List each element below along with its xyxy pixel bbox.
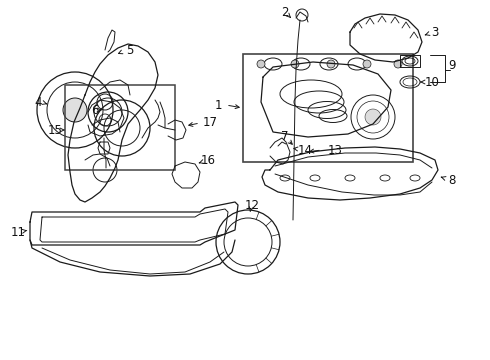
Circle shape bbox=[63, 98, 87, 122]
Circle shape bbox=[327, 60, 335, 68]
Text: 11: 11 bbox=[10, 225, 25, 239]
Bar bbox=[65, 85, 175, 170]
Text: 10: 10 bbox=[424, 76, 440, 89]
Text: 12: 12 bbox=[245, 198, 260, 212]
Text: 2: 2 bbox=[281, 5, 289, 18]
Circle shape bbox=[291, 60, 299, 68]
Text: 4: 4 bbox=[34, 95, 42, 108]
Bar bbox=[243, 54, 413, 162]
Text: 6: 6 bbox=[91, 104, 99, 117]
Circle shape bbox=[394, 60, 402, 68]
Circle shape bbox=[365, 109, 381, 125]
Circle shape bbox=[363, 60, 371, 68]
Text: 9: 9 bbox=[448, 59, 456, 72]
Text: 1: 1 bbox=[214, 99, 222, 112]
Text: 13: 13 bbox=[327, 144, 343, 157]
Text: 7: 7 bbox=[281, 130, 289, 143]
Text: 5: 5 bbox=[126, 44, 134, 57]
Text: 3: 3 bbox=[431, 26, 439, 39]
Text: 14: 14 bbox=[297, 144, 313, 157]
Text: 17: 17 bbox=[202, 116, 218, 129]
Text: 8: 8 bbox=[448, 174, 456, 186]
Circle shape bbox=[257, 60, 265, 68]
Text: 16: 16 bbox=[200, 153, 216, 166]
Text: 15: 15 bbox=[48, 123, 62, 136]
